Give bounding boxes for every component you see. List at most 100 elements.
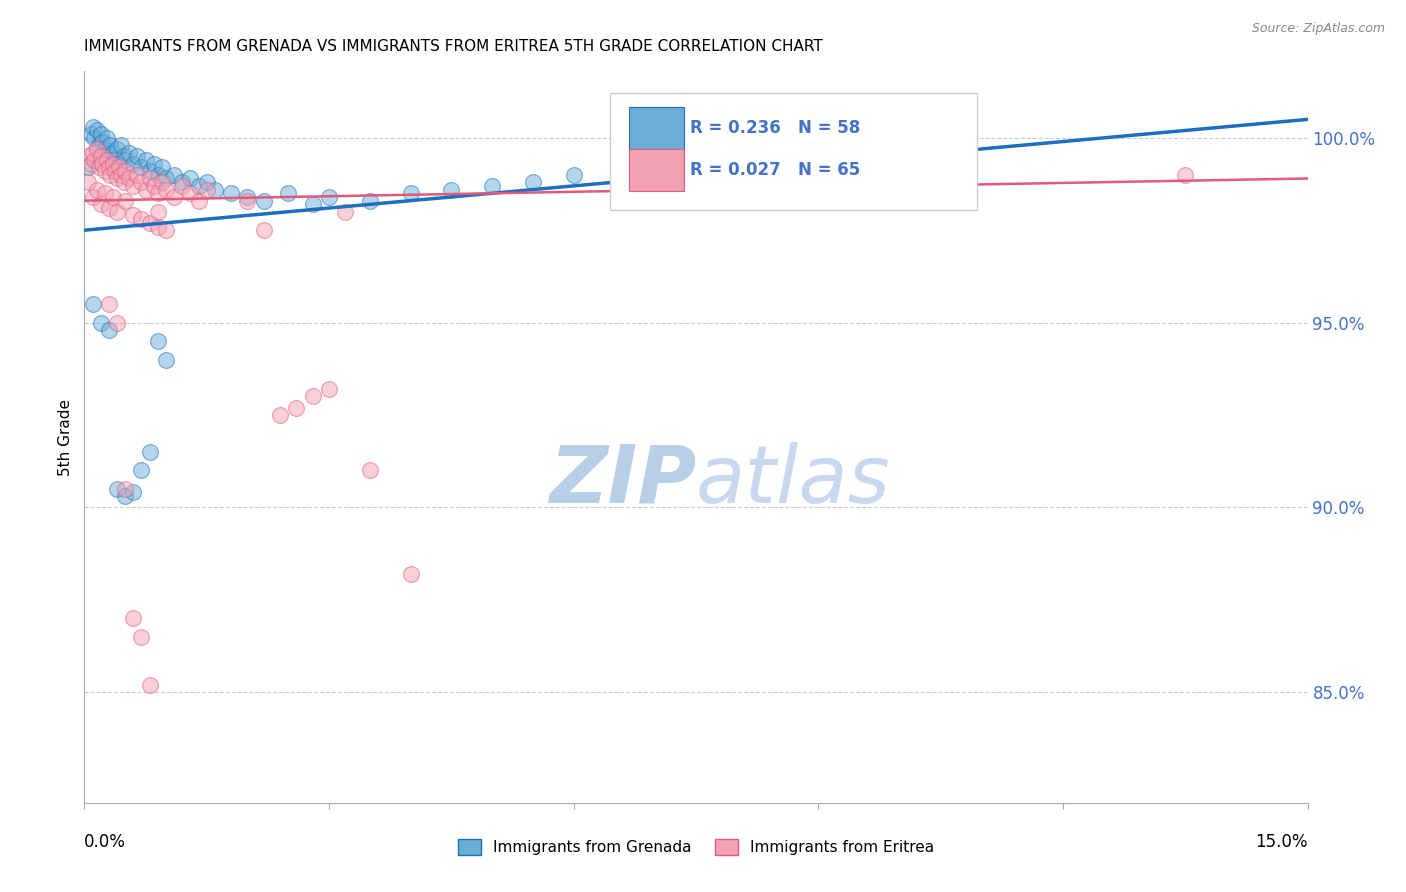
Point: [112, 149, 135, 163]
Point: [105, 142, 128, 156]
Point: [146, 168, 169, 182]
Point: [87, 138, 110, 153]
Point: [155, 352, 177, 367]
Point: [105, 204, 128, 219]
Point: [359, 463, 381, 477]
Point: [163, 168, 186, 182]
Point: [97, 161, 120, 175]
Point: [187, 178, 209, 193]
Point: [86, 123, 108, 137]
Point: [82, 145, 104, 160]
Point: [318, 190, 340, 204]
Point: [187, 194, 209, 208]
Point: [138, 216, 160, 230]
Point: [179, 171, 201, 186]
Point: [179, 186, 201, 201]
Point: [481, 178, 503, 193]
Point: [122, 209, 145, 223]
Point: [105, 482, 128, 496]
Point: [131, 630, 153, 644]
Point: [101, 190, 124, 204]
Point: [96, 131, 118, 145]
Point: [82, 120, 104, 134]
Point: [146, 186, 169, 201]
Point: [155, 183, 177, 197]
Point: [142, 178, 165, 193]
Point: [114, 194, 136, 208]
Point: [104, 153, 127, 167]
FancyBboxPatch shape: [610, 94, 977, 211]
Point: [100, 168, 122, 182]
Point: [107, 157, 129, 171]
Point: [138, 164, 160, 178]
Point: [301, 197, 323, 211]
Point: [131, 175, 153, 189]
Point: [105, 171, 128, 186]
Text: atlas: atlas: [696, 442, 891, 520]
Point: [135, 153, 157, 167]
Point: [195, 175, 218, 189]
Point: [90, 127, 112, 141]
Point: [82, 297, 104, 311]
Point: [150, 161, 173, 175]
Point: [155, 223, 177, 237]
Point: [114, 153, 136, 167]
Point: [77, 161, 100, 175]
Text: R = 0.027   N = 65: R = 0.027 N = 65: [690, 161, 860, 179]
Legend: Immigrants from Grenada, Immigrants from Eritrea: Immigrants from Grenada, Immigrants from…: [451, 833, 941, 861]
Point: [110, 138, 132, 153]
Point: [97, 323, 120, 337]
Point: [93, 164, 115, 178]
Point: [138, 445, 160, 459]
Point: [236, 190, 259, 204]
Point: [90, 316, 112, 330]
Text: R = 0.236   N = 58: R = 0.236 N = 58: [690, 120, 860, 137]
Point: [285, 401, 308, 415]
Point: [142, 157, 165, 171]
Point: [195, 183, 218, 197]
Point: [1174, 168, 1197, 182]
Point: [562, 168, 585, 182]
Point: [97, 201, 120, 215]
Point: [77, 175, 100, 189]
Point: [112, 175, 135, 189]
Text: Source: ZipAtlas.com: Source: ZipAtlas.com: [1251, 22, 1385, 36]
Point: [335, 204, 357, 219]
Point: [91, 157, 114, 171]
Point: [131, 212, 153, 227]
Point: [114, 489, 136, 503]
Point: [127, 168, 149, 182]
Point: [146, 204, 169, 219]
Point: [91, 135, 114, 149]
Point: [236, 194, 259, 208]
Point: [101, 157, 124, 171]
Point: [77, 149, 100, 163]
Point: [172, 178, 194, 193]
Point: [127, 149, 149, 163]
Point: [86, 142, 108, 156]
Point: [163, 190, 186, 204]
FancyBboxPatch shape: [628, 107, 683, 150]
Point: [83, 153, 105, 167]
Point: [359, 194, 381, 208]
Text: ZIP: ZIP: [548, 442, 696, 520]
Point: [138, 171, 160, 186]
Point: [104, 164, 127, 178]
Point: [114, 164, 136, 178]
Point: [80, 157, 103, 171]
Point: [105, 316, 128, 330]
Point: [399, 566, 422, 581]
Point: [131, 463, 153, 477]
Point: [93, 186, 115, 201]
Point: [146, 219, 169, 234]
Point: [122, 611, 145, 625]
Point: [301, 389, 323, 403]
FancyBboxPatch shape: [628, 149, 683, 191]
Point: [253, 223, 276, 237]
Point: [135, 183, 157, 197]
Point: [86, 183, 108, 197]
Point: [318, 382, 340, 396]
Point: [97, 149, 120, 163]
Point: [87, 161, 110, 175]
Text: 0.0%: 0.0%: [84, 833, 127, 851]
